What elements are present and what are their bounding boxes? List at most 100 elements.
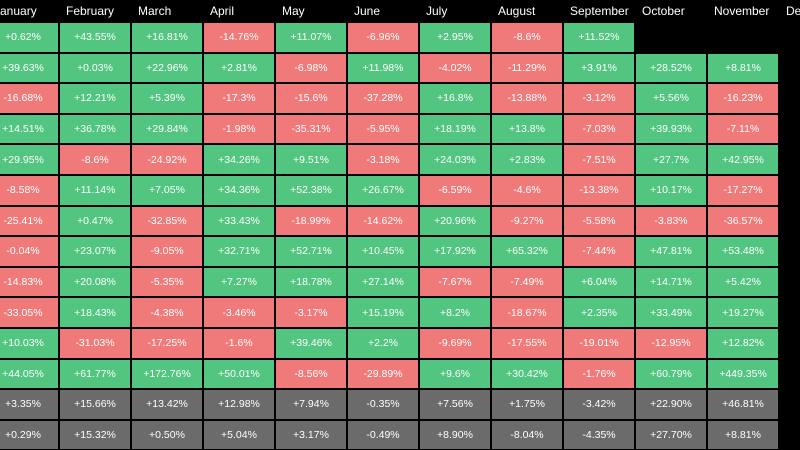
summary-cell: +27.70% [636, 420, 706, 450]
return-cell: +9.51% [276, 145, 346, 174]
return-cell: -3.17% [276, 298, 346, 327]
month-header: January [0, 4, 37, 18]
return-cell: +11.07% [276, 23, 346, 52]
return-cell: -5.95% [348, 114, 418, 144]
return-cell: -3.83% [636, 206, 706, 236]
return-cell: -13.88% [492, 84, 562, 113]
return-cell: -7.44% [564, 237, 634, 266]
return-cell: +6.04% [564, 267, 634, 297]
return-cell: +22.96% [132, 53, 202, 83]
summary-cell: -0.49% [348, 420, 418, 450]
return-cell: +7.27% [204, 267, 274, 297]
return-cell: -24.92% [132, 145, 202, 174]
return-cell: -8.6% [60, 145, 130, 174]
return-cell: +18.78% [276, 267, 346, 297]
return-cell: +20.96% [420, 206, 490, 236]
return-cell: +20.08% [60, 267, 130, 297]
summary-cell: -4.35% [564, 420, 634, 450]
return-cell: +449.35% [708, 359, 778, 389]
return-cell: -16.23% [708, 84, 778, 113]
return-cell: -4.02% [420, 53, 490, 83]
return-cell: +12.21% [60, 84, 130, 113]
return-cell: -33.05% [0, 298, 58, 327]
return-cell: +43.55% [60, 23, 130, 52]
return-cell: -37.28% [348, 84, 418, 113]
summary-cell: +7.94% [276, 390, 346, 419]
summary-cell: +0.29% [0, 420, 58, 450]
return-cell: +52.71% [276, 237, 346, 266]
return-cell: +3.91% [564, 53, 634, 83]
summary-cell: +8.90% [420, 420, 490, 450]
return-cell: +11.98% [348, 53, 418, 83]
return-cell: -8.58% [0, 176, 58, 205]
summary-cell: +5.04% [204, 420, 274, 450]
return-cell: +29.95% [0, 145, 58, 174]
summary-cell: +15.66% [60, 390, 130, 419]
month-header: February [66, 4, 115, 18]
return-cell: -16.68% [0, 84, 58, 113]
return-cell: +2.81% [204, 53, 274, 83]
return-cell: +24.03% [420, 145, 490, 174]
return-cell: -1.6% [204, 329, 274, 358]
return-cell: +27.7% [636, 145, 706, 174]
return-cell: -6.98% [276, 53, 346, 83]
return-cell: +26.67% [348, 176, 418, 205]
return-cell: +10.17% [636, 176, 706, 205]
month-header: May [282, 4, 305, 18]
return-cell: -7.67% [420, 267, 490, 297]
return-cell: +32.71% [204, 237, 274, 266]
return-cell: +5.39% [132, 84, 202, 113]
summary-cell: +0.50% [132, 420, 202, 450]
return-cell: -19.01% [564, 329, 634, 358]
return-cell: -17.27% [708, 176, 778, 205]
return-cell: -17.25% [132, 329, 202, 358]
summary-cell: +8.81% [708, 420, 778, 450]
return-cell: -18.99% [276, 206, 346, 236]
return-cell: +2.95% [420, 23, 490, 52]
return-cell: -9.05% [132, 237, 202, 266]
return-cell: +2.83% [492, 145, 562, 174]
return-cell: -6.96% [348, 23, 418, 52]
summary-cell: +12.98% [204, 390, 274, 419]
month-header: September [570, 4, 629, 18]
return-cell: -1.76% [564, 359, 634, 389]
return-cell: +28.52% [636, 53, 706, 83]
return-cell: +44.05% [0, 359, 58, 389]
return-cell: +172.76% [132, 359, 202, 389]
return-cell: -14.76% [204, 23, 274, 52]
return-cell: -3.12% [564, 84, 634, 113]
return-cell: -31.03% [60, 329, 130, 358]
return-cell: -12.95% [636, 329, 706, 358]
return-cell: -17.3% [204, 84, 274, 113]
return-cell: +60.79% [636, 359, 706, 389]
return-cell: -29.89% [348, 359, 418, 389]
month-header: March [138, 4, 172, 18]
summary-cell: +1.75% [492, 390, 562, 419]
return-cell: -9.27% [492, 206, 562, 236]
return-cell: +52.38% [276, 176, 346, 205]
summary-cell: -3.42% [564, 390, 634, 419]
return-cell: +7.05% [132, 176, 202, 205]
return-cell: +11.14% [60, 176, 130, 205]
return-cell: +18.43% [60, 298, 130, 327]
return-cell: +8.2% [420, 298, 490, 327]
return-cell: +5.56% [636, 84, 706, 113]
return-cell: -11.29% [492, 53, 562, 83]
return-cell: -7.51% [564, 145, 634, 174]
return-cell: -36.57% [708, 206, 778, 236]
return-cell: -7.11% [708, 114, 778, 144]
return-cell: +15.19% [348, 298, 418, 327]
return-cell: +0.47% [60, 206, 130, 236]
return-cell: +9.6% [420, 359, 490, 389]
return-cell: +14.71% [636, 267, 706, 297]
month-header: June [354, 4, 381, 18]
return-cell: +29.84% [132, 114, 202, 144]
month-header: October [642, 4, 685, 18]
return-cell: +65.32% [492, 237, 562, 266]
return-cell: +34.36% [204, 176, 274, 205]
return-cell: +16.8% [420, 84, 490, 113]
return-cell: -35.31% [276, 114, 346, 144]
return-cell: -14.62% [348, 206, 418, 236]
return-cell: -7.03% [564, 114, 634, 144]
